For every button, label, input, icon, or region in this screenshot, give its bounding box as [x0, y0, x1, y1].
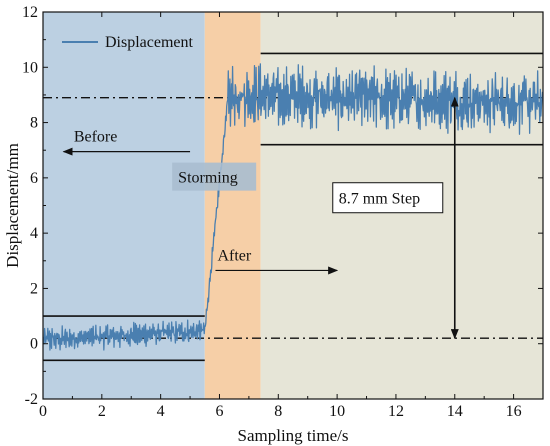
y-tick-label: 6	[30, 170, 38, 187]
x-tick-label: 16	[506, 403, 522, 420]
y-tick-label: 10	[22, 59, 38, 76]
x-tick-label: 4	[157, 403, 165, 420]
annotation-storming: Storming	[178, 170, 238, 187]
y-tick-label: 2	[30, 280, 38, 297]
y-tick-label: 4	[30, 225, 38, 242]
y-tick-label: 0	[30, 336, 38, 353]
x-axis-title: Sampling time/s	[238, 426, 349, 445]
y-tick-label: 8	[30, 115, 38, 132]
step-label-box	[332, 182, 444, 214]
x-tick-label: 14	[447, 403, 463, 420]
annotation-after: After	[217, 247, 251, 264]
x-tick-label: 10	[329, 403, 345, 420]
x-tick-label: 8	[274, 403, 282, 420]
legend: Displacement	[62, 34, 194, 51]
storming-label-box	[172, 162, 257, 191]
series-line-displacement	[43, 63, 543, 351]
annotation-layer: Before Storming After 8.7 mm Step	[62, 96, 459, 340]
envelope-layer	[43, 52, 543, 362]
x-tick-label: 2	[98, 403, 106, 420]
regions-layer	[43, 12, 543, 399]
legend-label: Displacement	[105, 34, 194, 51]
annotation-step: 8.7 mm Step	[339, 191, 420, 208]
y-axis-title: Displacement/mm	[3, 143, 22, 268]
y-tick-label: 12	[22, 4, 38, 21]
y-tick-label: -2	[25, 391, 38, 408]
x-tick-label: 0	[39, 403, 47, 420]
annotation-before: Before	[74, 128, 118, 145]
x-tick-label: 12	[388, 403, 404, 420]
x-tick-label: 6	[215, 403, 223, 420]
series-layer	[43, 63, 543, 351]
